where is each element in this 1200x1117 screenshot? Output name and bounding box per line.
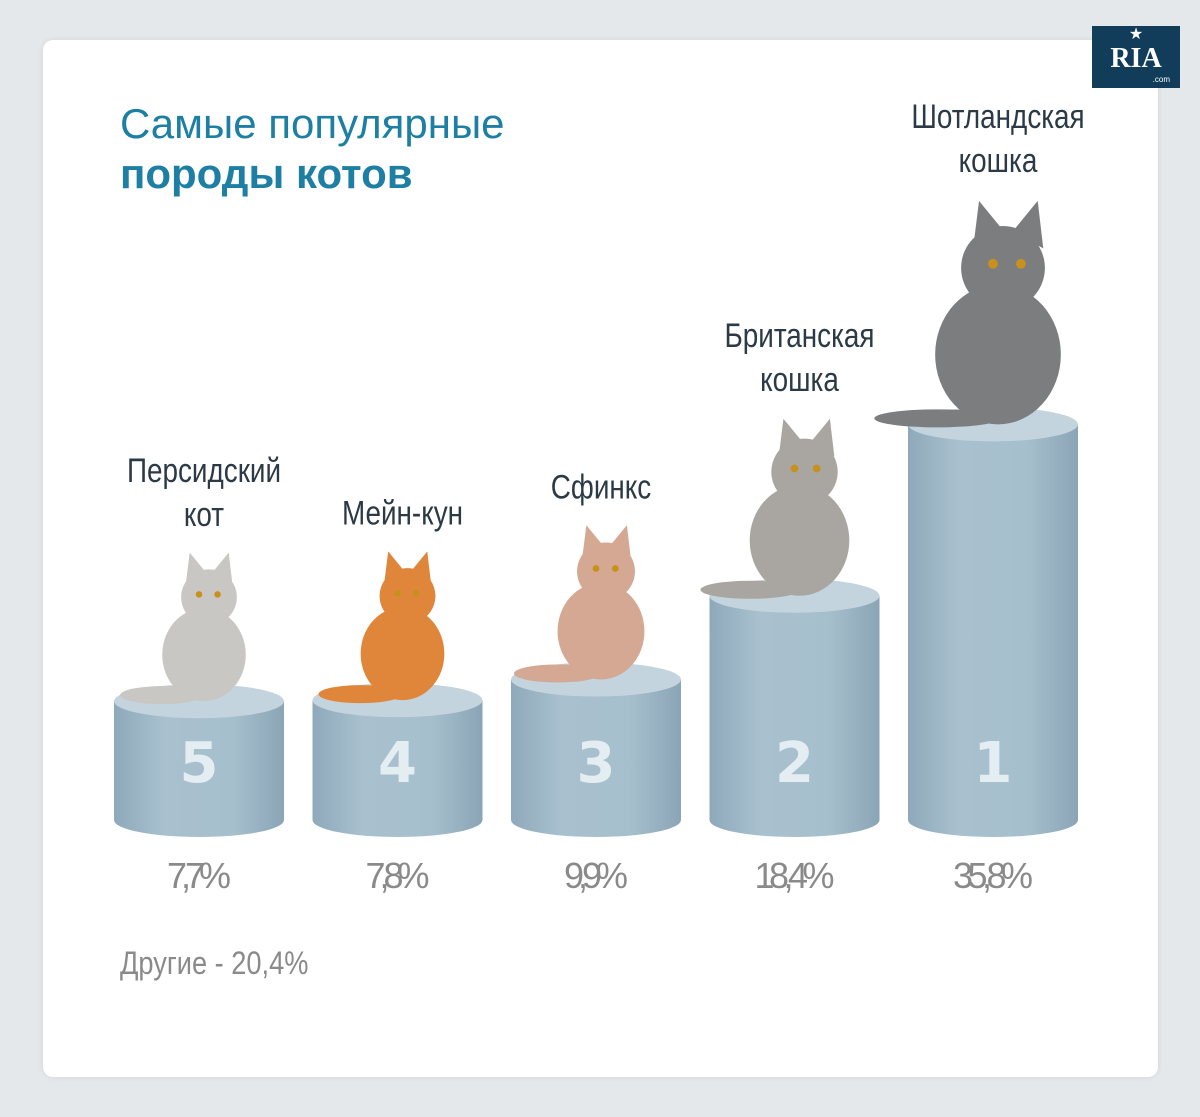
- podium-3: 3 9,9% Сфинкс: [511, 468, 681, 896]
- podium-1: 1 35,8% Шотландская кошка: [874, 97, 1085, 896]
- logo-text: RIA: [1110, 43, 1162, 74]
- cylinder-body: [114, 701, 284, 837]
- cat-image: [700, 418, 850, 599]
- rank-number: 2: [775, 731, 814, 796]
- cat-image: [120, 552, 246, 705]
- rank-number: 1: [974, 731, 1013, 796]
- breed-label: Шотландская: [911, 97, 1084, 135]
- podium-4: 4 7,8% Мейн-кун: [312, 494, 483, 896]
- breed-label: кошка: [760, 361, 839, 399]
- percent-label: 7,7%: [167, 855, 231, 896]
- percent-label: 35,8%: [953, 855, 1033, 896]
- cylinder-body: [709, 595, 880, 837]
- other-breeds-label: Другие - 20,4%: [120, 945, 309, 981]
- breed-label: Сфинкс: [551, 468, 651, 506]
- logo-domain: .com: [1152, 75, 1170, 84]
- title-line-2: породы котов: [120, 150, 413, 197]
- cat-image: [874, 200, 1061, 428]
- breed-label: Мейн-кун: [342, 494, 463, 532]
- cat-image: [318, 551, 445, 704]
- ria-logo: ★ RIA .com: [1092, 26, 1180, 88]
- percent-label: 9,9%: [564, 855, 628, 896]
- title-line-1: Самые популярные: [120, 100, 505, 147]
- cylinder-body: [908, 424, 1078, 837]
- cylinder-body: [511, 679, 681, 837]
- breed-label: кошка: [959, 141, 1038, 179]
- rank-number: 3: [577, 731, 616, 796]
- cylinder-body: [312, 700, 483, 837]
- rank-number: 5: [180, 731, 219, 796]
- cat-image: [513, 525, 645, 683]
- percent-label: 18,4%: [755, 855, 835, 896]
- breed-label: Персидский: [127, 451, 281, 489]
- percent-label: 7,8%: [366, 855, 430, 896]
- podium-5: 5 7,7% Персидский кот: [114, 451, 284, 896]
- podium-2: 2 18,4% Британская кошка: [700, 317, 880, 896]
- breed-label: кот: [184, 495, 224, 533]
- breed-label: Британская: [724, 317, 874, 355]
- star-icon: ★: [1128, 26, 1144, 43]
- rank-number: 4: [378, 731, 417, 796]
